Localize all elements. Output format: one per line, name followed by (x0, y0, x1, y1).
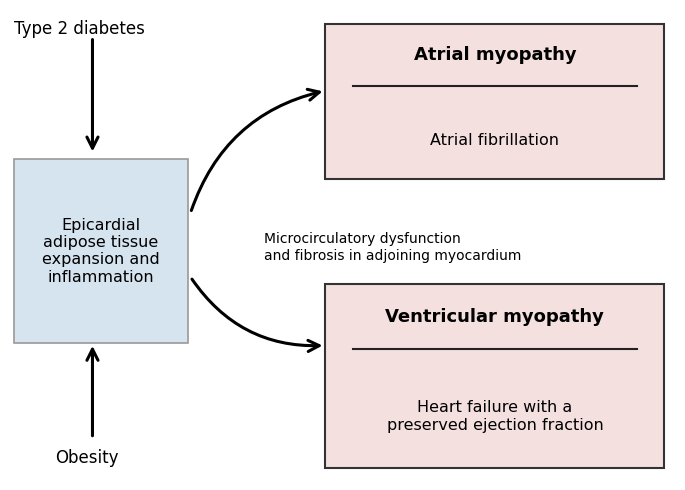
Text: Type 2 diabetes: Type 2 diabetes (14, 20, 145, 38)
Text: Atrial myopathy: Atrial myopathy (414, 47, 576, 64)
Text: Epicardial
adipose tissue
expansion and
inflammation: Epicardial adipose tissue expansion and … (42, 218, 160, 285)
FancyBboxPatch shape (325, 24, 664, 179)
Text: Obesity: Obesity (55, 449, 119, 467)
Text: Microcirculatory dysfunction
and fibrosis in adjoining myocardium: Microcirculatory dysfunction and fibrosi… (264, 232, 521, 263)
Text: Atrial fibrillation: Atrial fibrillation (430, 133, 560, 148)
Text: Ventricular myopathy: Ventricular myopathy (386, 308, 604, 326)
Text: Heart failure with a
preserved ejection fraction: Heart failure with a preserved ejection … (386, 400, 603, 433)
FancyBboxPatch shape (14, 159, 188, 343)
FancyBboxPatch shape (325, 284, 664, 468)
